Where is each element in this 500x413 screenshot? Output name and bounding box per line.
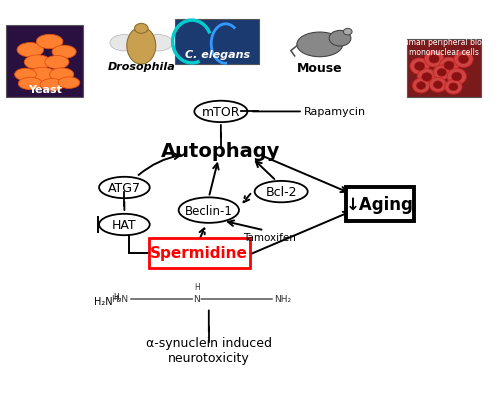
Text: α-synuclein induced
neurotoxicity: α-synuclein induced neurotoxicity <box>146 336 272 364</box>
Circle shape <box>429 55 439 64</box>
Circle shape <box>454 52 473 68</box>
Text: NH₂: NH₂ <box>274 294 291 303</box>
Ellipse shape <box>110 36 139 52</box>
Circle shape <box>414 63 424 71</box>
Text: Yeast: Yeast <box>28 85 62 95</box>
Ellipse shape <box>99 177 150 199</box>
Ellipse shape <box>99 214 150 236</box>
Text: Drosophila: Drosophila <box>108 62 175 72</box>
Text: mTOR: mTOR <box>202 106 240 119</box>
Text: Rapamycin: Rapamycin <box>304 107 366 117</box>
Circle shape <box>433 66 450 81</box>
Circle shape <box>416 83 426 90</box>
Ellipse shape <box>24 56 51 70</box>
Text: Spermidine: Spermidine <box>150 246 248 261</box>
Circle shape <box>444 80 462 95</box>
Circle shape <box>424 52 444 68</box>
Ellipse shape <box>329 31 351 47</box>
Text: H₂N: H₂N <box>111 294 128 303</box>
Text: Bcl-2: Bcl-2 <box>266 186 297 199</box>
Ellipse shape <box>58 78 80 89</box>
Ellipse shape <box>134 24 148 34</box>
Ellipse shape <box>127 28 156 65</box>
Circle shape <box>422 74 432 82</box>
Text: Mouse: Mouse <box>297 62 343 75</box>
Text: C. elegans: C. elegans <box>185 50 250 59</box>
Circle shape <box>417 69 436 86</box>
Text: Beclin-1: Beclin-1 <box>185 204 232 217</box>
Ellipse shape <box>14 69 36 81</box>
Ellipse shape <box>50 69 74 82</box>
Ellipse shape <box>297 33 343 57</box>
FancyBboxPatch shape <box>406 40 482 98</box>
Circle shape <box>440 58 458 74</box>
Circle shape <box>452 73 462 81</box>
Text: Autophagy: Autophagy <box>161 142 280 161</box>
Ellipse shape <box>254 181 308 203</box>
Ellipse shape <box>18 78 42 90</box>
Text: ₂: ₂ <box>118 296 121 301</box>
Circle shape <box>458 56 468 64</box>
Text: N: N <box>194 294 200 303</box>
Circle shape <box>447 69 466 85</box>
FancyBboxPatch shape <box>346 188 414 222</box>
Ellipse shape <box>144 36 172 52</box>
Ellipse shape <box>194 102 248 123</box>
Circle shape <box>410 59 430 75</box>
Text: H: H <box>194 282 200 292</box>
Circle shape <box>449 84 458 91</box>
Circle shape <box>430 78 446 93</box>
Ellipse shape <box>40 79 64 92</box>
Ellipse shape <box>52 46 76 59</box>
FancyBboxPatch shape <box>175 20 260 65</box>
Ellipse shape <box>36 35 63 50</box>
Circle shape <box>444 62 454 71</box>
Ellipse shape <box>178 198 239 223</box>
Circle shape <box>412 79 430 94</box>
Text: Tamoxifen: Tamoxifen <box>242 233 296 243</box>
Text: H₂N: H₂N <box>94 296 112 306</box>
FancyBboxPatch shape <box>148 238 250 268</box>
Ellipse shape <box>17 43 44 58</box>
Text: Human peripheral blood
mononuclear cells: Human peripheral blood mononuclear cells <box>398 38 491 57</box>
Ellipse shape <box>29 68 56 83</box>
FancyBboxPatch shape <box>6 26 84 98</box>
Circle shape <box>434 82 442 89</box>
Text: H: H <box>113 292 118 301</box>
Text: ATG7: ATG7 <box>108 182 141 195</box>
Text: HAT: HAT <box>112 218 136 231</box>
Circle shape <box>438 69 446 77</box>
Ellipse shape <box>344 29 352 36</box>
Ellipse shape <box>45 56 69 69</box>
Text: ↓Aging: ↓Aging <box>346 196 414 214</box>
